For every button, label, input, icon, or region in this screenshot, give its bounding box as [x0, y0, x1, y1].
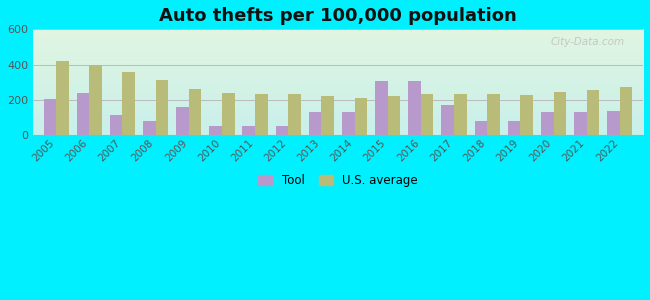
- Bar: [408, 81, 421, 135]
- Bar: [521, 95, 533, 135]
- Bar: [488, 94, 500, 135]
- Bar: [176, 107, 188, 135]
- Bar: [454, 94, 467, 135]
- Bar: [288, 94, 301, 135]
- Bar: [587, 90, 599, 135]
- Bar: [77, 93, 89, 135]
- Bar: [375, 81, 388, 135]
- Bar: [620, 86, 632, 135]
- Bar: [188, 89, 202, 135]
- Bar: [110, 115, 122, 135]
- Bar: [89, 64, 102, 135]
- Bar: [276, 126, 288, 135]
- Title: Auto thefts per 100,000 population: Auto thefts per 100,000 population: [159, 7, 517, 25]
- Bar: [421, 94, 434, 135]
- Bar: [56, 61, 69, 135]
- Bar: [143, 121, 155, 135]
- Bar: [155, 80, 168, 135]
- Legend: Tool, U.S. average: Tool, U.S. average: [255, 170, 421, 190]
- Bar: [508, 121, 521, 135]
- Text: City-Data.com: City-Data.com: [551, 37, 625, 47]
- Bar: [607, 111, 620, 135]
- Bar: [122, 72, 135, 135]
- Bar: [209, 126, 222, 135]
- Bar: [255, 94, 268, 135]
- Bar: [574, 112, 587, 135]
- Bar: [474, 121, 488, 135]
- Bar: [309, 112, 321, 135]
- Bar: [321, 96, 334, 135]
- Bar: [441, 105, 454, 135]
- Bar: [242, 126, 255, 135]
- Bar: [44, 99, 56, 135]
- Bar: [388, 96, 400, 135]
- Bar: [554, 92, 566, 135]
- Bar: [222, 93, 235, 135]
- Bar: [354, 98, 367, 135]
- Bar: [541, 112, 554, 135]
- Bar: [342, 112, 354, 135]
